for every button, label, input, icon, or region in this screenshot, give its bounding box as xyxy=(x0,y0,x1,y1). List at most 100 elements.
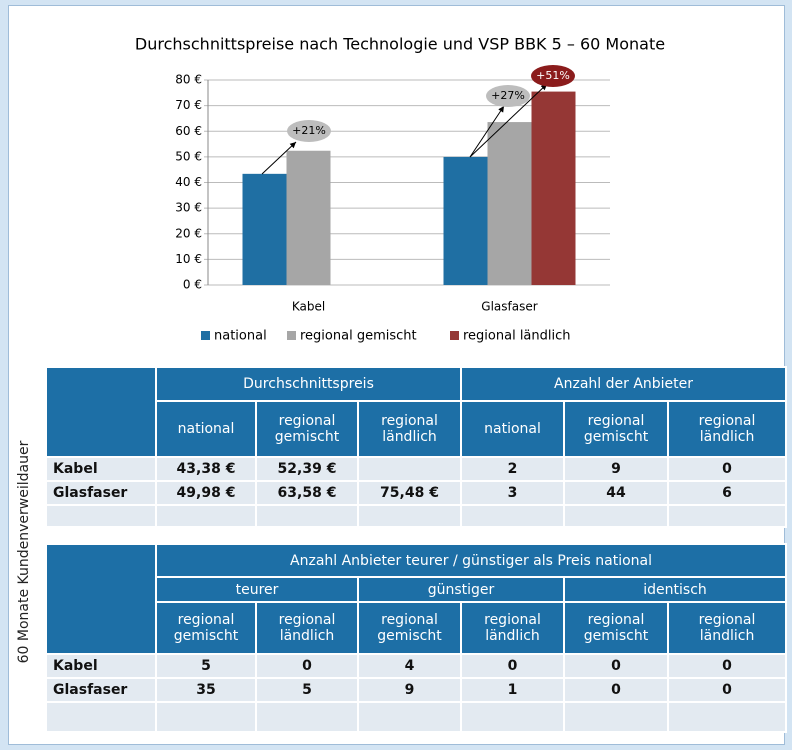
empty-cell xyxy=(460,701,565,733)
column-header: regional ländlich xyxy=(460,601,565,655)
y-tick-label: 0 € xyxy=(183,278,202,292)
corner-cell xyxy=(45,543,157,655)
row xyxy=(45,701,788,733)
cell: 5 xyxy=(255,677,359,703)
column-header: national xyxy=(155,400,257,458)
empty-cell xyxy=(356,504,463,528)
cell: 0 xyxy=(667,456,788,482)
row-label: Kabel xyxy=(45,653,157,679)
chart: Durchschnittspreise nach Technologie und… xyxy=(135,35,665,344)
legend-swatch xyxy=(287,331,296,340)
cell: 5 xyxy=(155,653,257,679)
row: Glasfaser 35 5 9 1 0 0 xyxy=(45,677,788,703)
empty-cell xyxy=(460,504,566,528)
cell: 1 xyxy=(460,677,565,703)
annotation-bubble xyxy=(486,85,530,107)
empty-cell xyxy=(666,701,788,733)
column-header: regional gemischt xyxy=(357,601,462,655)
cell: 0 xyxy=(563,677,669,703)
cell: 0 xyxy=(460,653,565,679)
y-tick-label: 50 € xyxy=(175,149,202,163)
annotation-bubble xyxy=(287,120,331,142)
empty-cell xyxy=(45,504,157,528)
row: Kabel 43,38 €52,39 € 2 9 0 xyxy=(45,456,788,482)
y-tick-label: 70 € xyxy=(175,98,202,112)
annotation: +51% xyxy=(536,69,570,82)
cell: 3 xyxy=(460,480,566,506)
group-header: Anzahl der Anbieter xyxy=(460,366,788,402)
cell: 35 xyxy=(155,677,257,703)
empty-cell xyxy=(357,701,462,733)
group-header: günstiger xyxy=(357,576,565,603)
y-tick-label: 60 € xyxy=(175,124,202,138)
empty-cell xyxy=(563,504,670,528)
side-label: 60 Monate Kundenverweildauer xyxy=(8,366,40,738)
bar xyxy=(242,173,287,285)
cell: 52,39 € xyxy=(255,456,359,482)
empty-cell xyxy=(563,701,669,733)
empty-cell xyxy=(155,504,257,528)
bar xyxy=(443,156,488,285)
bar xyxy=(531,91,576,286)
annotation-arrow xyxy=(261,141,297,175)
cell: 0 xyxy=(666,653,788,679)
price-table: Durchschnittspreis Anzahl der Anbieter nat… xyxy=(45,366,788,528)
cell: 75,48 € xyxy=(356,480,463,506)
empty-cell xyxy=(155,701,257,733)
empty-cell xyxy=(255,504,359,528)
cell: 0 xyxy=(255,653,359,679)
cell: 6 xyxy=(667,480,788,506)
annotation-arrow xyxy=(469,83,548,158)
cell: 44 xyxy=(563,480,670,506)
row-label: Kabel xyxy=(45,456,157,482)
y-tick-label: 80 € xyxy=(175,73,202,87)
cell xyxy=(356,456,463,482)
annotation-bubble xyxy=(531,65,575,87)
empty-cell xyxy=(667,504,788,528)
cell: 9 xyxy=(563,456,670,482)
row: teurer günstiger identisch xyxy=(46,576,788,603)
y-tick-label: 10 € xyxy=(175,252,202,266)
row: regional gemischt regional ländlich region… xyxy=(46,601,788,655)
cell: 0 xyxy=(563,653,669,679)
annotation: +27% xyxy=(491,89,525,102)
empty-cell xyxy=(255,701,359,733)
legend-label: national xyxy=(214,329,267,344)
row: Durchschnittspreis Anzahl der Anbieter xyxy=(45,366,788,458)
legend-swatch xyxy=(450,331,459,340)
legend-swatch xyxy=(201,331,210,340)
cell: 9 xyxy=(357,677,462,703)
column-header: national xyxy=(460,400,566,458)
column-header: regional ländlich xyxy=(356,400,463,458)
x-tick-label: Kabel xyxy=(292,300,325,314)
cell: 2 xyxy=(460,456,566,482)
column-header: regional ländlich xyxy=(667,400,788,458)
row: Kabel 5 0 4 0 0 0 xyxy=(45,653,788,679)
side-label-text: 60 Monate Kundenverweildauer xyxy=(16,440,32,664)
corner-cell xyxy=(45,366,157,458)
annotation-arrow xyxy=(469,105,505,158)
cell: 49,98 € xyxy=(155,480,257,506)
column-header: regional ländlich xyxy=(255,601,359,655)
column-header: regional gemischt xyxy=(563,400,670,458)
cell: 4 xyxy=(357,653,462,679)
bar xyxy=(487,122,532,285)
legend-label: regional gemischt xyxy=(300,329,417,344)
table-title: Anzahl Anbieter teurer / günstiger als P… xyxy=(154,543,788,578)
row-label: Glasfaser xyxy=(45,480,157,506)
row: Glasfaser 49,98 €63,58 €75,48 €3 44 6 xyxy=(45,480,788,506)
column-header: regional gemischt xyxy=(255,400,359,458)
annotation: +21% xyxy=(292,124,326,137)
empty-cell xyxy=(45,701,157,733)
y-tick-label: 30 € xyxy=(175,201,202,215)
chart-title: Durchschnittspreise nach Technologie und… xyxy=(135,35,665,54)
group-header: identisch xyxy=(562,576,788,603)
y-tick-label: 20 € xyxy=(175,226,202,240)
cell: 63,58 € xyxy=(255,480,359,506)
cell: 0 xyxy=(666,677,788,703)
row: national regional gemischt regional ländli… xyxy=(46,400,788,458)
legend-label: regional ländlich xyxy=(463,329,571,344)
group-header: teurer xyxy=(155,576,359,603)
row xyxy=(45,504,788,528)
